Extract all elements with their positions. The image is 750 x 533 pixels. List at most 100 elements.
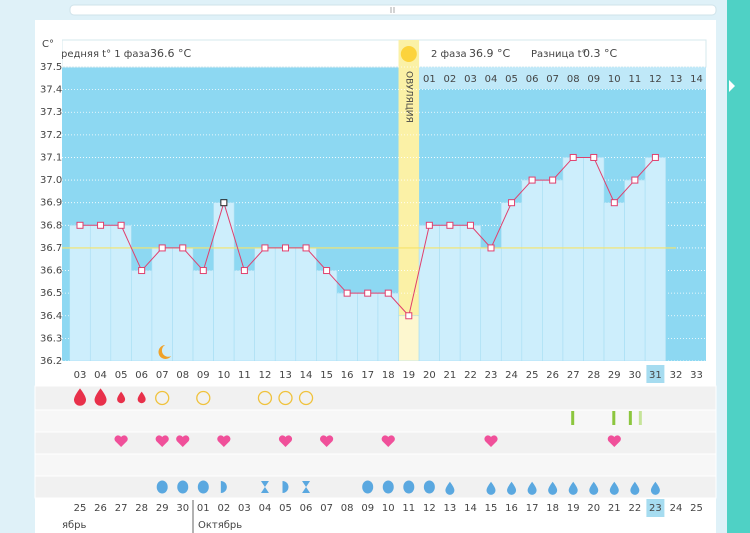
x-tick-label: 30 xyxy=(628,370,641,381)
date-label: 08 xyxy=(341,503,354,514)
drop-icon xyxy=(527,481,537,495)
temperature-point xyxy=(446,221,454,229)
date-label: 14 xyxy=(464,503,477,514)
discharge-icon xyxy=(423,480,435,494)
date-label: 26 xyxy=(94,503,107,514)
scrollbar[interactable] xyxy=(69,4,717,16)
phase2-day: 10 xyxy=(608,74,621,85)
temperature-bar xyxy=(562,157,584,362)
x-tick-label: 19 xyxy=(402,370,415,381)
x-tick-label: 13 xyxy=(279,370,292,381)
temperature-point xyxy=(384,289,392,297)
temperature-bar xyxy=(110,225,132,362)
day-row-bg xyxy=(62,361,706,387)
heart-icon xyxy=(607,435,621,447)
hourglass-icon xyxy=(260,481,269,493)
x-tick-label: 23 xyxy=(485,370,498,381)
date-label: 04 xyxy=(259,503,272,514)
x-tick-label: 12 xyxy=(259,370,272,381)
temperature-bar xyxy=(151,247,173,362)
temperature-bar xyxy=(459,225,482,362)
month-label: Октябрь xyxy=(198,520,242,531)
temperature-point xyxy=(651,153,659,161)
temperature-point xyxy=(158,244,166,252)
drop-icon xyxy=(486,481,496,495)
temperature-point xyxy=(220,199,228,207)
date-label: 23 xyxy=(649,503,662,514)
x-tick-label: 04 xyxy=(94,370,107,381)
x-tick-label: 22 xyxy=(464,370,477,381)
phase2-day: 11 xyxy=(628,74,641,85)
test-icon xyxy=(628,411,632,425)
date-label: 25 xyxy=(74,503,87,514)
heart-icon xyxy=(319,435,334,447)
date-label: 27 xyxy=(115,503,128,514)
temperature-point xyxy=(117,221,125,229)
phase2-days-bg xyxy=(419,67,706,89)
date-label: 28 xyxy=(135,503,148,514)
x-tick-label: 06 xyxy=(135,370,148,381)
x-tick-label: 05 xyxy=(115,370,128,381)
temperature-bar xyxy=(521,179,543,362)
drop-icon xyxy=(630,481,640,495)
heart-icon xyxy=(484,435,498,447)
temperature-point xyxy=(508,199,516,207)
side-strip xyxy=(727,0,750,533)
temperature-point xyxy=(364,289,372,297)
drop-icon xyxy=(548,481,558,495)
discharge-icon xyxy=(197,480,209,494)
temperature-point xyxy=(323,267,331,275)
drop-icon xyxy=(137,391,146,404)
x-tick-label: 10 xyxy=(217,370,230,381)
temperature-point xyxy=(549,176,557,184)
temperature-bar xyxy=(295,247,317,362)
temperature-bar xyxy=(336,292,358,362)
ovulation-sun xyxy=(400,46,417,62)
x-tick-label: 33 xyxy=(690,370,703,381)
x-tick-label: 03 xyxy=(74,370,87,381)
ovulation-column xyxy=(398,40,420,361)
temperature-point xyxy=(343,289,351,297)
temperature-point xyxy=(610,199,618,207)
temperature-bar xyxy=(274,247,297,362)
date-label: 29 xyxy=(156,503,169,514)
header-value: 36.6 °C xyxy=(150,47,191,60)
x-tick-label: 15 xyxy=(320,370,333,381)
temperature-bar xyxy=(603,202,625,362)
x-tick-label: 31 xyxy=(649,370,662,381)
temperature-bar xyxy=(131,270,153,362)
side-arrow[interactable] xyxy=(729,80,735,92)
temperature-bar xyxy=(418,225,440,362)
y-tick-label: 37.4 xyxy=(40,85,62,96)
date-label: 12 xyxy=(423,503,436,514)
heart-icon xyxy=(278,435,293,447)
drop-icon xyxy=(589,481,599,495)
drop-icon xyxy=(507,481,517,495)
phase2-day: 13 xyxy=(670,74,683,85)
y-tick-label: 36.7 xyxy=(40,243,62,254)
date-label: 16 xyxy=(505,503,518,514)
temperature-bar xyxy=(69,225,91,362)
half-icon xyxy=(282,481,289,493)
date-label: 25 xyxy=(690,503,703,514)
discharge-icon xyxy=(382,480,394,494)
y-tick-label: 36.2 xyxy=(40,356,62,367)
temperature-bar xyxy=(377,292,399,362)
x-tick-label: 24 xyxy=(505,370,518,381)
x-tick-label: 29 xyxy=(608,370,621,381)
temperature-point xyxy=(138,267,146,275)
temperature-bar xyxy=(398,315,420,362)
temperature-bar xyxy=(192,270,214,362)
y-tick-label: 37.0 xyxy=(40,175,62,186)
phase2-day: 14 xyxy=(690,74,703,85)
heart-icon xyxy=(155,435,169,447)
temperature-bar xyxy=(480,247,502,362)
test-icon xyxy=(612,411,616,425)
discharge-icon xyxy=(403,480,415,494)
today-box xyxy=(646,365,665,383)
date-label: 11 xyxy=(402,503,415,514)
header-text: Средняя t° 1 фаза xyxy=(54,49,150,60)
date-label: 20 xyxy=(587,503,600,514)
y-tick-label: 37.1 xyxy=(40,152,62,163)
y-tick-label: 36.4 xyxy=(40,311,62,322)
